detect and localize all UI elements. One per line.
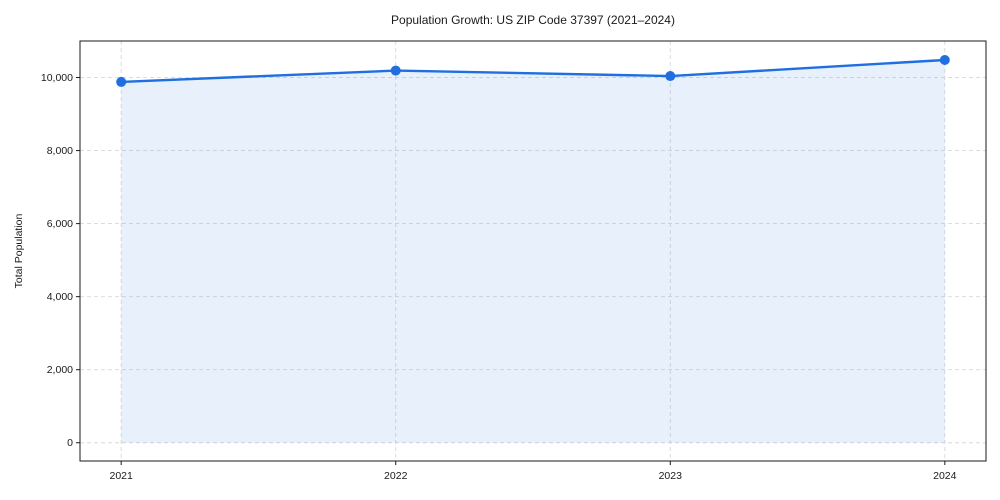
data-point-marker [390,65,401,76]
y-tick-label: 0 [67,437,73,449]
y-tick-label: 8,000 [47,145,73,157]
x-tick-label: 2021 [110,470,134,482]
area-fill [121,59,945,443]
plot-border [79,40,987,462]
y-tick-label: 2,000 [47,364,73,376]
y-tick-label: 6,000 [47,218,73,230]
data-point-marker [116,76,127,87]
x-tick-label: 2024 [933,470,957,482]
data-line [119,58,947,84]
data-point-marker [939,54,950,65]
x-tick-label: 2022 [384,470,408,482]
y-tick-label: 4,000 [47,291,73,303]
x-tick-label: 2023 [659,470,683,482]
data-point-marker [665,71,676,82]
chart-title: Population Growth: US ZIP Code 37397 (20… [391,13,675,27]
y-tick-label: 10,000 [41,72,73,84]
